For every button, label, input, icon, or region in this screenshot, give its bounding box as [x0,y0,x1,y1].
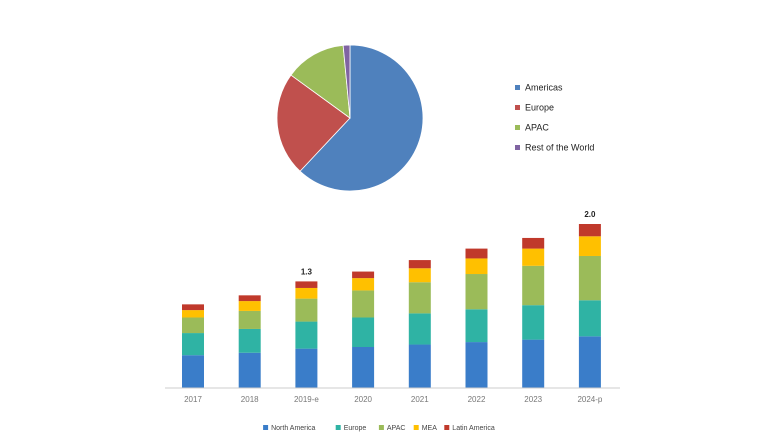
bar-segment [408,268,431,283]
bar-segment [295,348,318,388]
legend-swatch [335,425,341,430]
bar-segment [352,347,375,388]
bar-segment [295,298,318,322]
bar-segment [182,310,204,318]
bar-segment [465,274,488,310]
bar-segment [408,313,431,345]
legend-swatch [444,425,450,430]
legend-swatch [413,425,419,430]
legend-label: Europe [344,425,367,432]
bar-segment [465,258,488,275]
bar-segment [578,236,601,256]
legend-label: Rest of the World [525,142,594,152]
pie-slice [290,44,351,119]
legend-label: Latin America [452,425,495,432]
bar-segment [238,328,261,353]
legend-label: Europe [525,102,554,112]
total-label: 1.3 [301,268,313,277]
bar-segment [408,344,431,388]
bar-segment [522,339,545,388]
x-tick-label: 2021 [411,395,429,404]
bar-segment [578,224,601,237]
bar-segment [295,287,318,299]
legend-label: MEA [422,425,438,432]
bar-segment [578,300,601,337]
x-tick-label: 2020 [354,395,372,404]
bar-segment [238,310,261,329]
pie-slice [342,44,351,119]
legend-swatch [263,425,269,430]
x-tick-label: 2018 [241,395,259,404]
legend-swatch [515,105,520,110]
x-tick-label: 2017 [184,395,202,404]
bar-segment [408,282,431,314]
bar-segment [295,321,318,349]
bar-segment [238,352,261,388]
bar-segment [465,342,488,388]
bar-segment [522,248,545,266]
x-tick-label: 2024-p [577,395,602,404]
total-label: 2.0 [584,210,596,219]
bar-segment [465,309,488,343]
bar-segment [352,271,375,279]
x-tick-label: 2019-e [294,395,319,404]
bar-segment [352,290,375,318]
bar-segment [182,317,204,334]
legend-swatch [515,145,520,150]
legend-swatch [515,125,520,130]
bar-segment [522,265,545,306]
x-tick-label: 2022 [468,395,486,404]
bar-segment [465,248,488,259]
bar-segment [352,278,375,291]
bar-segment [182,304,204,311]
bar-segment [182,333,204,356]
legend-label: APAC [387,425,406,432]
legend-label: Americas [525,82,563,92]
pie-slice [276,74,351,172]
bar-segment [238,295,261,302]
bar-segment [182,355,204,388]
legend-label: APAC [525,122,549,132]
bar-segment [578,336,601,388]
x-tick-label: 2023 [524,395,542,404]
legend-swatch [378,425,384,430]
bar-segment [522,237,545,249]
bar-segment [522,305,545,340]
legend-label: North America [271,425,315,432]
bar-segment [352,317,375,347]
bar-segment [295,281,318,288]
bar-segment [578,255,601,301]
pie-slice [299,44,424,192]
bar-segment [408,260,431,269]
bar-segment [238,301,261,311]
legend-swatch [515,85,520,90]
